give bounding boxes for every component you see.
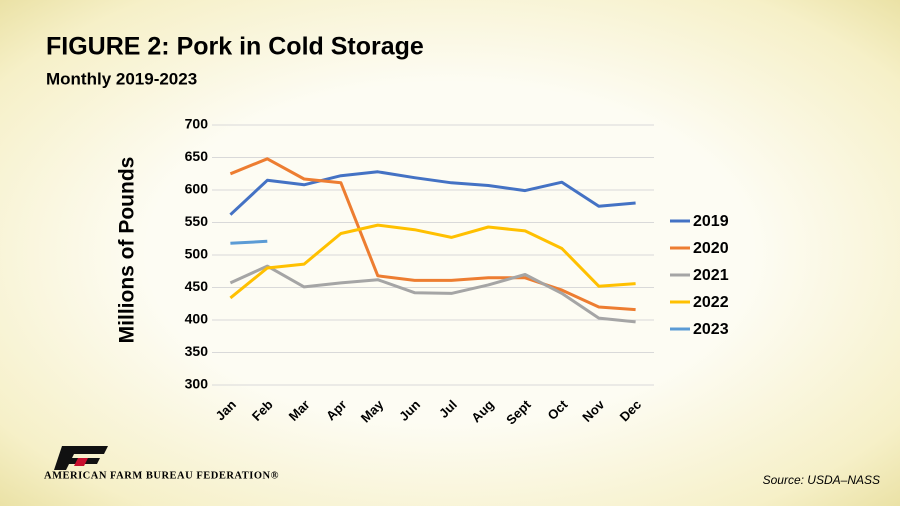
- y-tick-label: 400: [185, 311, 209, 327]
- legend-label: 2023: [693, 321, 729, 338]
- series-line: [229, 157, 636, 312]
- y-tick-label: 700: [185, 116, 209, 132]
- legend-label: 2019: [693, 213, 729, 230]
- y-tick-label: 450: [185, 278, 209, 294]
- y-tick-label: 550: [185, 213, 209, 229]
- legend-label: 2021: [693, 267, 729, 284]
- series-line: [229, 223, 636, 300]
- y-tick-label: 500: [185, 246, 209, 262]
- series-line: [229, 170, 636, 216]
- y-tick-label: 650: [185, 148, 209, 164]
- logo: [54, 446, 108, 470]
- series-line: [230, 239, 268, 245]
- y-tick-label: 600: [185, 181, 209, 197]
- chart-title: FIGURE 2: Pork in Cold Storage: [46, 33, 424, 61]
- legend-label: 2020: [693, 240, 729, 257]
- source: Source: USDA–NASS: [763, 473, 880, 487]
- series-line: [229, 264, 636, 324]
- y-axis-label: Millions of Pounds: [116, 157, 139, 344]
- y-tick-label: 300: [185, 376, 209, 392]
- y-tick-label: 350: [185, 343, 209, 359]
- legend-label: 2022: [693, 294, 729, 311]
- chart-subtitle: Monthly 2019-2023: [46, 69, 197, 88]
- organization: AMERICAN FARM BUREAU FEDERATION®: [44, 470, 279, 481]
